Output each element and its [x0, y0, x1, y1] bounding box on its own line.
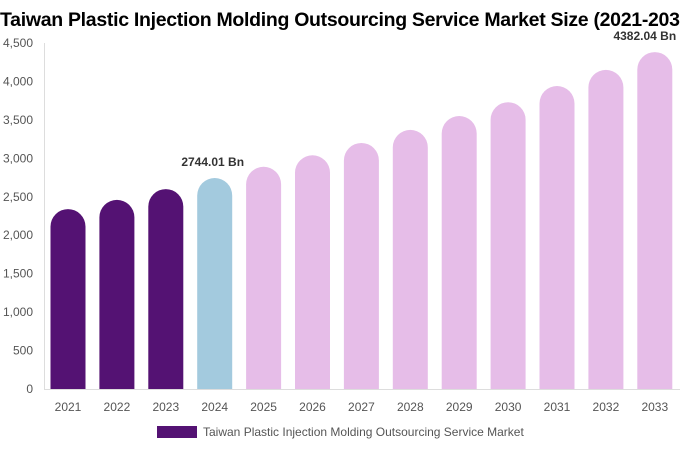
y-tick-label: 2,500 [3, 190, 33, 204]
y-tick-label: 4,000 [3, 74, 33, 88]
bar-2024 [197, 178, 233, 389]
y-tick-label: 3,500 [3, 113, 33, 127]
x-tick-label: 2031 [544, 400, 571, 414]
bar-2028 [392, 129, 428, 389]
x-tick-label: 2025 [250, 400, 277, 414]
y-tick-label: 500 [13, 344, 33, 358]
bar-2032 [588, 69, 624, 390]
x-tick-label: 2030 [495, 400, 522, 414]
bar-2027 [343, 142, 379, 389]
data-label: 2744.01 Bn [181, 155, 244, 169]
x-tick-label: 2032 [593, 400, 620, 414]
bar-2021 [50, 209, 86, 389]
legend-swatch [157, 426, 197, 438]
bar-2029 [441, 116, 477, 389]
x-tick-label: 2023 [152, 400, 179, 414]
y-tick-label: 0 [26, 382, 33, 396]
y-tick-label: 3,000 [3, 151, 33, 165]
chart-title: Taiwan Plastic Injection Molding Outsour… [0, 9, 680, 31]
x-tick-label: 2021 [55, 400, 82, 414]
x-tick-label: 2029 [446, 400, 473, 414]
x-tick-label: 2024 [201, 400, 228, 414]
bar-2033 [637, 52, 673, 389]
x-tick-label: 2027 [348, 400, 375, 414]
bar-2031 [539, 86, 575, 390]
legend-label: Taiwan Plastic Injection Molding Outsour… [203, 425, 524, 439]
y-tick-label: 1,000 [3, 305, 33, 319]
x-tick-label: 2033 [641, 400, 668, 414]
data-label: 4382.04 Bn [613, 29, 676, 43]
bar-2022 [99, 199, 135, 389]
x-tick-label: 2022 [104, 400, 131, 414]
bar-2023 [148, 189, 184, 389]
legend: Taiwan Plastic Injection Molding Outsour… [157, 425, 524, 439]
bar-2026 [295, 155, 330, 389]
y-tick-label: 4,500 [3, 36, 33, 50]
bar-2030 [490, 102, 526, 389]
bar-2025 [246, 166, 282, 389]
y-tick-label: 1,500 [3, 267, 33, 281]
y-tick-label: 2,000 [3, 228, 33, 242]
x-tick-label: 2028 [397, 400, 424, 414]
x-tick-label: 2026 [299, 400, 326, 414]
